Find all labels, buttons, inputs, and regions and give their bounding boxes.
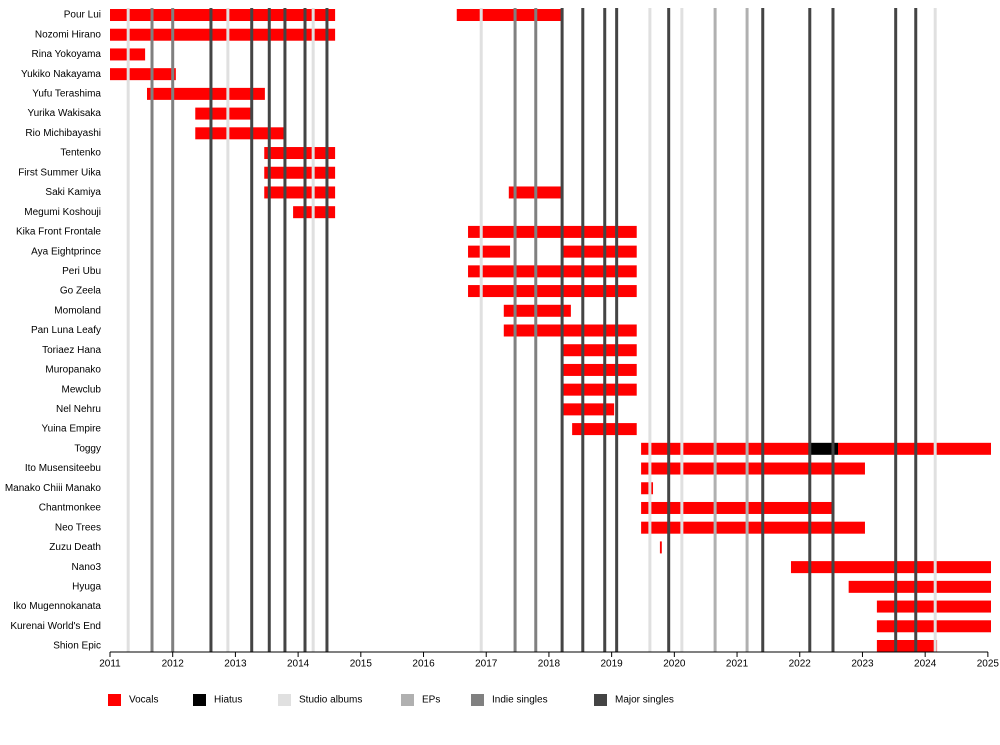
period-bar — [264, 147, 336, 160]
member-label: Momoland — [54, 305, 101, 316]
member-label: Nano3 — [72, 562, 102, 573]
period-bar — [468, 245, 511, 258]
x-tick-label: 2012 — [162, 659, 185, 670]
member-label: Yurika Wakisaka — [27, 108, 101, 119]
member-label: Toggy — [74, 443, 101, 454]
member-label: Pour Lui — [64, 10, 101, 21]
member-label: Peri Ubu — [62, 266, 101, 277]
x-tick-label: 2021 — [726, 659, 749, 670]
member-label: Rio Michibayashi — [25, 128, 101, 139]
period-bar — [848, 580, 991, 593]
x-tick-label: 2023 — [851, 659, 874, 670]
legend-swatch — [401, 694, 414, 706]
member-label: Mewclub — [62, 384, 102, 395]
legend-label: Indie singles — [492, 695, 548, 706]
period-bar — [641, 501, 835, 514]
legend-swatch — [278, 694, 291, 706]
period-bar — [876, 640, 938, 652]
member-label: Yufu Terashima — [32, 89, 101, 100]
period-bar — [468, 225, 637, 238]
period-bar — [562, 383, 637, 396]
x-tick-label: 2018 — [538, 659, 561, 670]
period-bar — [468, 265, 637, 278]
member-label: Shion Epic — [53, 641, 101, 652]
period-bar — [809, 442, 839, 455]
period-bar — [790, 561, 991, 574]
period-bar — [562, 403, 615, 416]
member-label: Muropanako — [45, 365, 101, 376]
legend-label: Hiatus — [214, 695, 242, 706]
member-label: Kurenai World's End — [10, 621, 101, 632]
x-tick-label: 2019 — [601, 659, 624, 670]
member-label: Neo Trees — [55, 522, 101, 533]
x-tick-label: 2013 — [224, 659, 247, 670]
x-tick-label: 2022 — [789, 659, 812, 670]
legend-label: EPs — [422, 695, 440, 706]
period-bar — [146, 87, 265, 100]
period-bar — [456, 9, 563, 21]
member-label: Chantmonkee — [39, 503, 102, 514]
x-tick-label: 2011 — [99, 659, 121, 670]
x-tick-label: 2020 — [663, 659, 686, 670]
period-bar — [641, 482, 654, 495]
member-label: Go Zeela — [60, 286, 102, 297]
period-bar — [110, 9, 336, 21]
period-bar — [264, 186, 336, 199]
period-bar — [468, 285, 637, 298]
legend-label: Major singles — [615, 695, 674, 706]
period-bar — [641, 521, 865, 534]
period-bar — [641, 442, 810, 455]
member-label: Kika Front Frontale — [16, 227, 101, 238]
period-bar — [195, 107, 253, 120]
x-tick-label: 2015 — [350, 659, 373, 670]
legend-label: Studio albums — [299, 695, 362, 706]
member-label: Tentenko — [60, 148, 101, 159]
legend-label: Vocals — [129, 695, 158, 706]
period-bar — [195, 127, 285, 140]
x-tick-label: 2017 — [475, 659, 498, 670]
member-label: Yuina Empire — [42, 424, 102, 435]
x-tick-label: 2025 — [977, 659, 1000, 670]
period-bar — [110, 28, 336, 41]
period-bar — [110, 68, 176, 81]
x-tick-label: 2016 — [412, 659, 435, 670]
member-label: Saki Kamiya — [45, 187, 101, 198]
member-label: Nozomi Hirano — [35, 29, 102, 40]
period-bar — [562, 245, 637, 258]
member-label: Megumi Koshouji — [24, 207, 101, 218]
member-label: Yukiko Nakayama — [21, 69, 101, 80]
member-label: Aya Eightprince — [31, 246, 101, 257]
member-label: Rina Yokoyama — [32, 49, 102, 60]
period-bar — [562, 363, 637, 376]
period-bar — [562, 344, 637, 357]
member-label: First Summer Uika — [18, 167, 101, 178]
member-label: Ito Musensiteebu — [25, 463, 101, 474]
period-bar — [503, 304, 571, 317]
legend-swatch — [108, 694, 121, 706]
x-tick-label: 2014 — [287, 659, 310, 670]
legend-swatch — [193, 694, 206, 706]
member-label: Iko Mugennokanata — [13, 601, 101, 612]
legend-swatch — [471, 694, 484, 706]
legend-swatch — [594, 694, 607, 706]
x-tick-label: 2024 — [914, 659, 937, 670]
member-label: Hyuga — [72, 581, 101, 592]
member-label: Pan Luna Leafy — [31, 325, 101, 336]
member-label: Toriaez Hana — [42, 345, 101, 356]
member-label: Zuzu Death — [49, 542, 101, 553]
period-bar — [659, 541, 662, 554]
member-label: Manako Chiii Manako — [5, 483, 102, 494]
member-label: Nel Nehru — [56, 404, 101, 415]
period-bar — [264, 166, 336, 179]
period-bar — [641, 462, 865, 475]
